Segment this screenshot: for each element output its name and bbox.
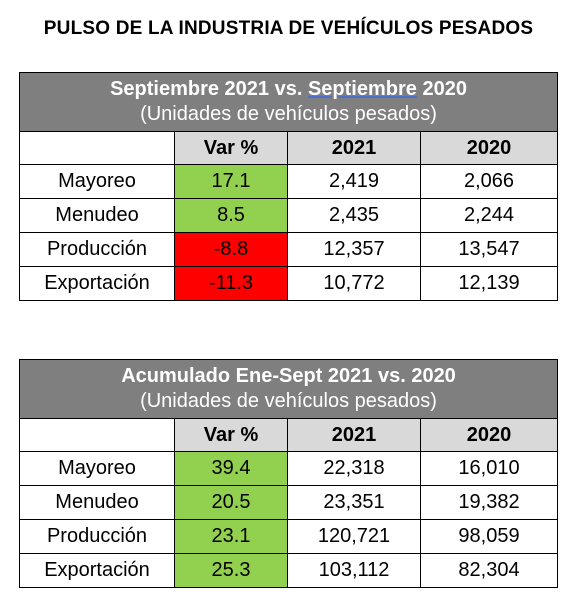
value-2021: 10,772	[287, 266, 421, 301]
value-2021: 12,357	[287, 232, 421, 267]
table-header: Acumulado Ene-Sept 2021 vs. 2020 (Unidad…	[18, 359, 559, 419]
table-row: Exportación -11.3 10,772 12,139	[19, 266, 559, 301]
var-cell: 17.1	[174, 164, 288, 199]
value-2020: 2,066	[419, 164, 559, 199]
table-subtitle: (Unidades de vehículos pesados)	[140, 103, 437, 125]
value-2020: 12,139	[419, 266, 559, 301]
column-header-2020: 2020	[419, 131, 559, 165]
value-2020: 13,547	[419, 232, 559, 267]
var-cell: 20.5	[174, 485, 288, 520]
table-row: Menudeo 20.5 23,351 19,382	[19, 485, 559, 520]
value-2020: 19,382	[419, 485, 559, 520]
table-row: Producción 23.1 120,721 98,059	[19, 519, 559, 554]
column-header-var: Var %	[174, 418, 288, 452]
table-title: Acumulado Ene-Sept 2021 vs. 2020	[121, 365, 456, 387]
row-label: Exportación	[19, 553, 175, 588]
column-header-row: Var % 2021 2020	[19, 418, 559, 452]
var-cell: -11.3	[174, 266, 288, 301]
column-header-var: Var %	[174, 131, 288, 165]
table-row: Menudeo 8.5 2,435 2,244	[19, 198, 559, 233]
value-2020: 98,059	[419, 519, 559, 554]
table-title-cell: Acumulado Ene-Sept 2021 vs. 2020 (Unidad…	[18, 359, 559, 419]
row-label: Mayoreo	[19, 451, 175, 486]
row-label: Producción	[19, 519, 175, 554]
table-row: Mayoreo 39.4 22,318 16,010	[19, 451, 559, 486]
var-cell: 25.3	[174, 553, 288, 588]
value-2020: 2,244	[419, 198, 559, 233]
page-title: PULSO DE LA INDUSTRIA DE VEHÍCULOS PESAD…	[43, 18, 534, 39]
blank-header-cell	[19, 418, 175, 452]
var-cell: 8.5	[174, 198, 288, 233]
value-2021: 23,351	[287, 485, 421, 520]
monthly-table: Septiembre 2021 vs. Septiembre 2020 (Uni…	[18, 72, 559, 301]
value-2020: 82,304	[419, 553, 559, 588]
table-row: Producción -8.8 12,357 13,547	[19, 232, 559, 267]
value-2021: 103,112	[287, 553, 421, 588]
value-2021: 22,318	[287, 451, 421, 486]
row-label: Menudeo	[19, 485, 175, 520]
column-header-row: Var % 2021 2020	[19, 131, 559, 165]
table-row: Exportación 25.3 103,112 82,304	[19, 553, 559, 588]
var-cell: 39.4	[174, 451, 288, 486]
cumulative-table: Acumulado Ene-Sept 2021 vs. 2020 (Unidad…	[18, 359, 559, 588]
table-title-cell: Septiembre 2021 vs. Septiembre 2020 (Uni…	[18, 72, 559, 132]
table-subtitle: (Unidades de vehículos pesados)	[140, 390, 437, 412]
table-row: Mayoreo 17.1 2,419 2,066	[19, 164, 559, 199]
row-label: Producción	[19, 232, 175, 267]
value-2021: 120,721	[287, 519, 421, 554]
row-label: Exportación	[19, 266, 175, 301]
table-title: Septiembre 2021 vs. Septiembre 2020	[110, 78, 467, 100]
blank-header-cell	[19, 131, 175, 165]
table-header: Septiembre 2021 vs. Septiembre 2020 (Uni…	[18, 72, 559, 132]
column-header-2020: 2020	[419, 418, 559, 452]
row-label: Mayoreo	[19, 164, 175, 199]
var-cell: 23.1	[174, 519, 288, 554]
value-2021: 2,419	[287, 164, 421, 199]
column-header-2021: 2021	[287, 418, 421, 452]
column-header-2021: 2021	[287, 131, 421, 165]
var-cell: -8.8	[174, 232, 288, 267]
value-2021: 2,435	[287, 198, 421, 233]
row-label: Menudeo	[19, 198, 175, 233]
value-2020: 16,010	[419, 451, 559, 486]
